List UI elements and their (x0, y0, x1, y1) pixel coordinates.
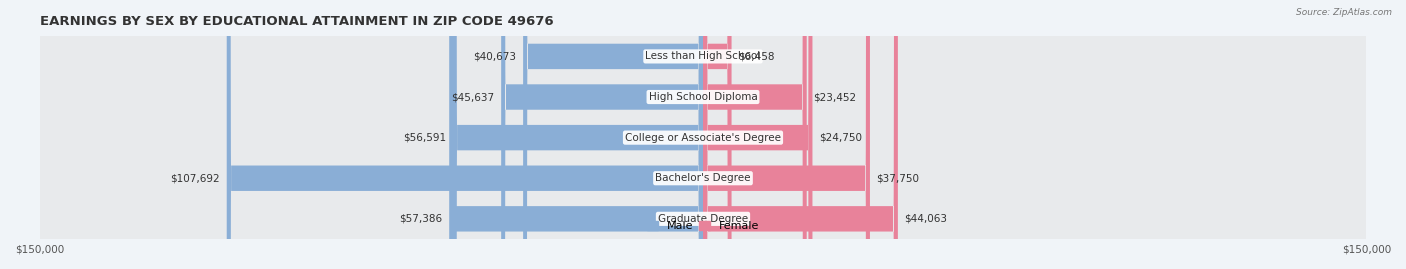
Text: $6,458: $6,458 (738, 51, 775, 61)
FancyBboxPatch shape (523, 0, 703, 269)
FancyBboxPatch shape (39, 117, 1367, 158)
FancyBboxPatch shape (449, 0, 703, 269)
Text: Graduate Degree: Graduate Degree (658, 214, 748, 224)
Text: $57,386: $57,386 (399, 214, 443, 224)
FancyBboxPatch shape (703, 0, 870, 269)
Text: Bachelor's Degree: Bachelor's Degree (655, 173, 751, 183)
Text: EARNINGS BY SEX BY EDUCATIONAL ATTAINMENT IN ZIP CODE 49676: EARNINGS BY SEX BY EDUCATIONAL ATTAINMEN… (39, 15, 553, 28)
Text: Source: ZipAtlas.com: Source: ZipAtlas.com (1296, 8, 1392, 17)
FancyBboxPatch shape (703, 0, 807, 269)
FancyBboxPatch shape (39, 198, 1367, 239)
FancyBboxPatch shape (39, 36, 1367, 77)
FancyBboxPatch shape (703, 0, 813, 269)
Text: $40,673: $40,673 (474, 51, 516, 61)
FancyBboxPatch shape (39, 76, 1367, 118)
FancyBboxPatch shape (703, 0, 731, 269)
Text: $56,591: $56,591 (404, 133, 446, 143)
Text: $24,750: $24,750 (820, 133, 862, 143)
Text: $23,452: $23,452 (813, 92, 856, 102)
Text: $44,063: $44,063 (904, 214, 948, 224)
Legend: Male, Female: Male, Female (643, 217, 763, 236)
Text: $107,692: $107,692 (170, 173, 221, 183)
FancyBboxPatch shape (39, 158, 1367, 199)
Text: $37,750: $37,750 (876, 173, 920, 183)
FancyBboxPatch shape (453, 0, 703, 269)
Text: College or Associate's Degree: College or Associate's Degree (626, 133, 780, 143)
FancyBboxPatch shape (501, 0, 703, 269)
Text: $45,637: $45,637 (451, 92, 495, 102)
Text: Less than High School: Less than High School (645, 51, 761, 61)
Text: High School Diploma: High School Diploma (648, 92, 758, 102)
FancyBboxPatch shape (226, 0, 703, 269)
FancyBboxPatch shape (703, 0, 898, 269)
